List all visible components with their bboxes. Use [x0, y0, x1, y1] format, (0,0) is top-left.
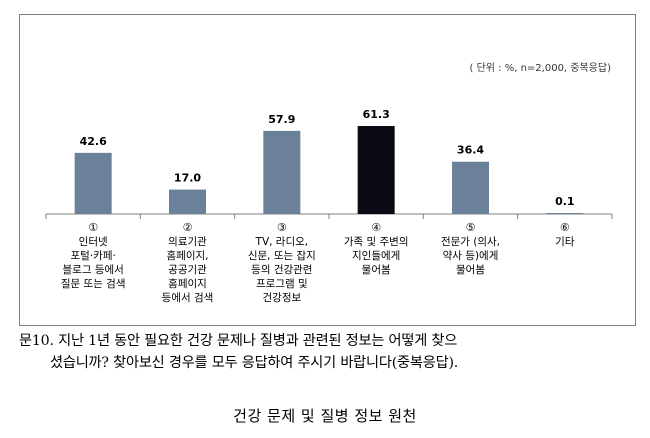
category-label-4-line-3: 물어봄	[362, 264, 391, 276]
bar-3	[263, 130, 301, 214]
category-number-3: ③	[277, 221, 287, 234]
category-number-1: ①	[88, 221, 98, 234]
category-label-2-line-3: 공공기관	[168, 264, 207, 276]
value-label-5: 36.4	[457, 144, 484, 157]
figure-caption: 건강 문제 및 질병 정보 원천	[233, 407, 417, 425]
category-label-3-line-5: 건강정보	[263, 292, 302, 304]
category-label-3-line-3: 등의 건강관련	[251, 264, 312, 276]
category-label-3-line-1: TV, 라디오,	[255, 236, 309, 248]
category-number-4: ④	[371, 221, 381, 234]
bar-6	[546, 213, 584, 214]
value-label-2: 17.0	[174, 172, 201, 185]
category-label-1-line-1: 인터넷	[79, 236, 108, 248]
value-label-6: 0.1	[555, 195, 575, 208]
category-label-6-line-1: 기타	[555, 236, 575, 248]
question-line-2: 셨습니까? 찾아보신 경우를 모두 응답하여 주시기 바랍니다(중복응답).	[50, 355, 459, 371]
question-line-1: 문10. 지난 1년 동안 필요한 건강 문제나 질병과 관련된 정보는 어떻게…	[19, 333, 458, 349]
category-label-3-line-2: 신문, 또는 잡지	[248, 250, 316, 262]
value-label-3: 57.9	[268, 113, 295, 126]
category-number-6: ⑥	[560, 221, 570, 234]
category-label-1-line-2: 포털·카페·	[71, 250, 116, 262]
category-label-1-line-4: 질문 또는 검색	[61, 278, 126, 290]
bar-1	[74, 152, 112, 214]
bar-2	[169, 189, 206, 214]
value-label-4: 61.3	[363, 108, 390, 121]
bar-4	[357, 126, 395, 214]
category-number-5: ⑤	[466, 221, 476, 234]
category-label-2-line-2: 홈페이지,	[167, 249, 209, 262]
category-label-5-line-3: 물어봄	[456, 264, 485, 276]
value-label-1: 42.6	[80, 135, 107, 148]
category-label-2-line-4: 홈페이지	[168, 277, 207, 290]
category-label-5-line-1: 전문가 (의사,	[441, 236, 500, 248]
category-label-2-line-1: 의료기관	[168, 236, 207, 248]
category-number-2: ②	[183, 221, 193, 234]
category-label-2-line-5: 등에서 검색	[162, 292, 214, 304]
category-label-1-line-3: 블로그 등에서	[63, 264, 124, 276]
unit-note: ( 단위 : %, n=2,000, 중복응답)	[469, 63, 611, 74]
category-label-5-line-2: 약사 등)에게	[443, 250, 499, 262]
category-label-3-line-4: 프로그램 및	[256, 278, 308, 290]
question-text: 문10. 지난 1년 동안 필요한 건강 문제나 질병과 관련된 정보는 어떻게…	[19, 330, 639, 374]
category-label-4-line-1: 가족 및 주변의	[344, 236, 409, 248]
category-label-4-line-2: 지인들에게	[352, 250, 400, 262]
chart-frame: 42.6 ① 인터넷 포털·카페· 블로그 등에서 질문 또는 검색 17.0 ② 의료기관 홈페…	[19, 14, 636, 326]
bar-5	[452, 161, 489, 214]
